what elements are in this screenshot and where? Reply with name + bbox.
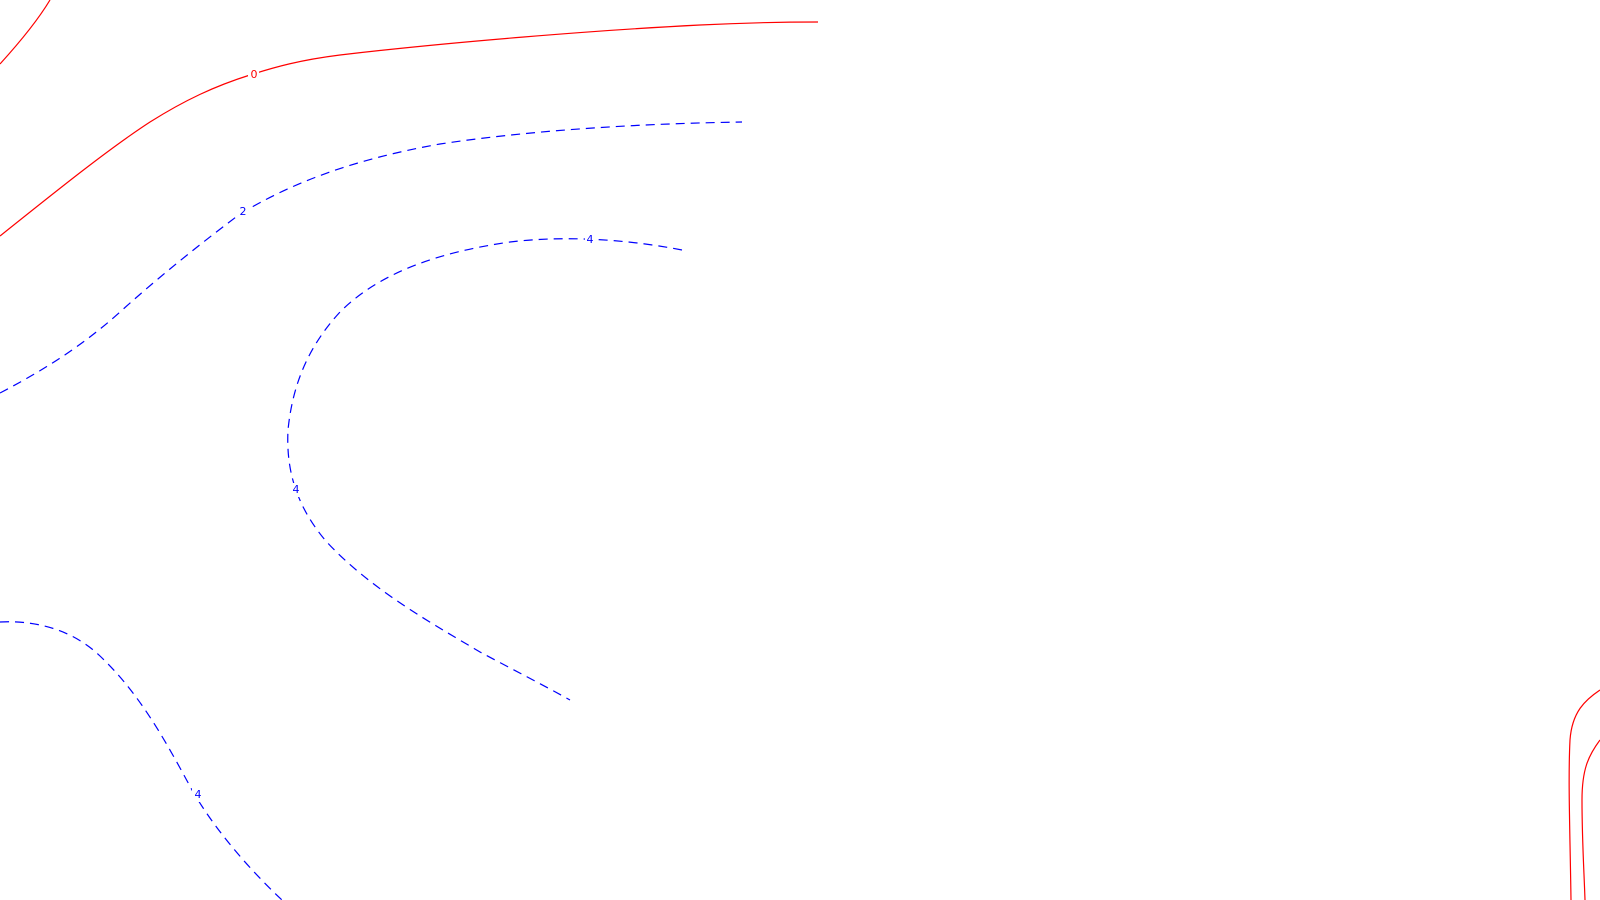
label-4-top-halo: [585, 233, 596, 247]
contour-labels: 0 2 4 4 4: [192, 68, 596, 802]
label-2: 2: [240, 205, 247, 218]
label-4-bottom-halo: [192, 788, 203, 802]
label-0: 0: [251, 68, 258, 81]
label-4-bottom: 4: [195, 788, 202, 801]
label-4-left-halo: [290, 483, 301, 497]
contour-2: [0, 121, 743, 394]
label-4-top: 4: [587, 233, 594, 246]
zero-contour-bottom-right-inner: [1581, 739, 1600, 900]
label-0-halo: [248, 68, 259, 82]
zero-contour-top-edge: [0, 0, 51, 65]
label-2-halo: [238, 206, 249, 220]
zero-contour-main: [0, 21, 819, 237]
contour-4-arc: [287, 238, 683, 701]
label-4-left: 4: [293, 483, 300, 496]
zero-contour-bottom-right-outer: [1568, 689, 1600, 900]
contour-4-bottom-left: [0, 621, 283, 900]
